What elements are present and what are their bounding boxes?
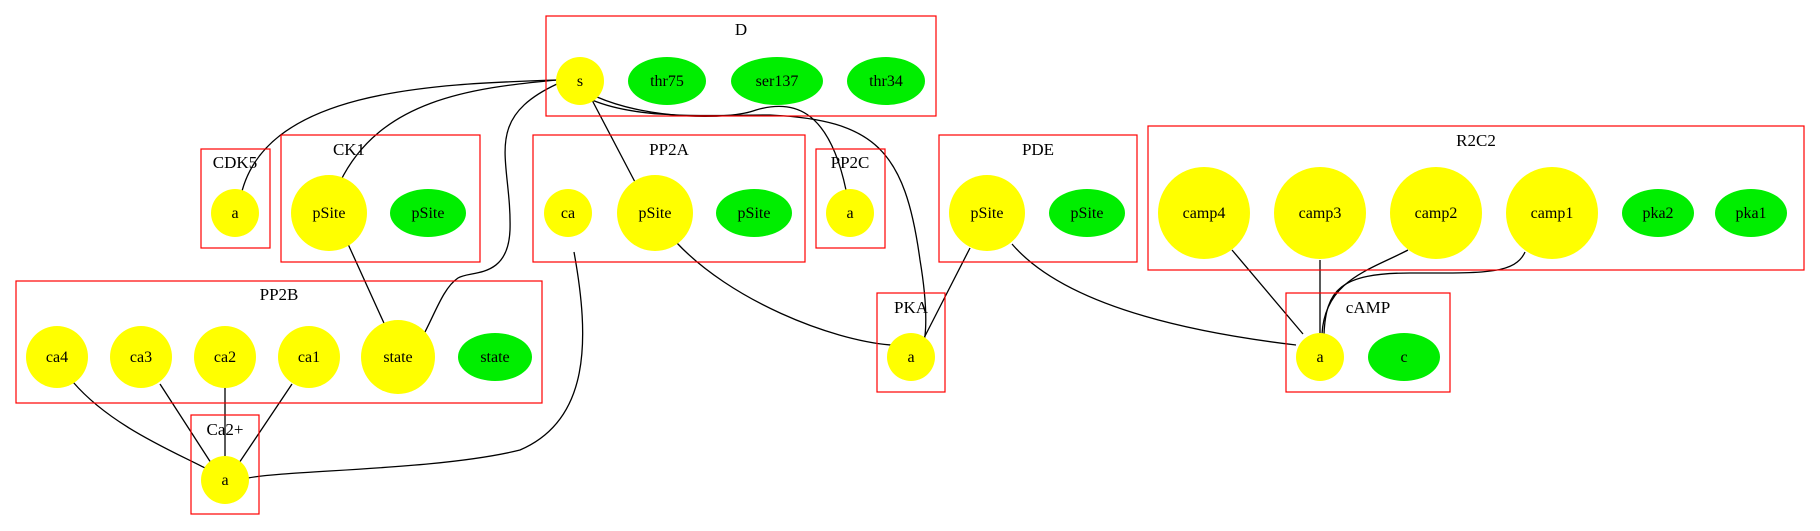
node-label: ca3 — [130, 349, 152, 366]
node-label: pSite — [412, 205, 445, 222]
node-pp2b-ca4: ca4 — [26, 326, 88, 388]
node-camp-a: a — [1296, 333, 1344, 381]
cluster-label: PDE — [1022, 140, 1054, 159]
cluster-pp2a: PP2A — [532, 134, 806, 263]
edge-s-pp2c-a — [596, 96, 847, 191]
cluster-label: PP2A — [649, 140, 689, 159]
node-r2c2-camp4: camp4 — [1158, 167, 1250, 259]
node-ck1-psite-active: pSite — [291, 175, 367, 251]
node-camp-c: c — [1368, 333, 1440, 381]
edge-s-pp2a-psite — [591, 99, 636, 183]
node-label: pSite — [738, 205, 771, 222]
cluster-label: D — [735, 20, 747, 39]
node-label: ser137 — [756, 73, 799, 90]
node-label: ca1 — [298, 349, 320, 366]
edge-ca4-ca2-a — [72, 381, 206, 469]
node-pp2b-ca1: ca1 — [278, 326, 340, 388]
cluster-pp2b: PP2B — [15, 280, 543, 404]
cluster-d: D — [545, 15, 937, 117]
node-label: ca — [561, 205, 575, 222]
edge-pde-psite-pka-a — [923, 247, 971, 339]
node-pp2b-ca2: ca2 — [194, 326, 256, 388]
node-r2c2-pka2: pka2 — [1622, 189, 1694, 237]
node-label: a — [1316, 349, 1323, 366]
node-label: a — [907, 349, 914, 366]
edge-ca3-ca2-a — [159, 383, 214, 467]
edge-camp1-camp-a — [1323, 251, 1526, 335]
edge-camp4-camp-a — [1231, 249, 1304, 335]
edge-s-ck1-psite — [339, 79, 558, 183]
node-label: pSite — [1071, 205, 1104, 222]
cluster-pka: PKA — [876, 292, 946, 393]
edge-camp2-camp-a — [1321, 249, 1409, 335]
cluster-label: PP2C — [831, 153, 870, 172]
cluster-label: PKA — [894, 298, 929, 317]
cluster-ca2: Ca2+ — [190, 414, 260, 515]
node-label: camp3 — [1299, 205, 1342, 222]
node-pp2a-ca: ca — [544, 189, 592, 237]
edge-ca1-ca2-a — [236, 383, 293, 467]
node-label: pSite — [639, 205, 672, 222]
cluster-pp2c: PP2C — [815, 148, 886, 249]
node-label: c — [1400, 349, 1407, 366]
cluster-label: CDK5 — [213, 153, 257, 172]
edges — [72, 79, 1526, 479]
node-r2c2-camp1: camp1 — [1506, 167, 1598, 259]
edge-pde-psite-camp-a — [1011, 243, 1297, 346]
node-d-thr75: thr75 — [628, 57, 706, 105]
node-pp2b-state-active: state — [361, 320, 435, 394]
edge-s-pka-a — [591, 99, 927, 349]
node-pde-psite-active: pSite — [949, 175, 1025, 251]
node-ca2-a: a — [201, 456, 249, 504]
cluster-cdk5: CDK5 — [200, 148, 271, 249]
node-label: a — [221, 472, 228, 489]
cluster-label: cAMP — [1346, 298, 1390, 317]
edge-s-cdk5-a — [239, 79, 558, 201]
node-ck1-psite-inactive: pSite — [390, 189, 466, 237]
cluster-label: CK1 — [333, 140, 365, 159]
node-label: pka1 — [1735, 205, 1766, 222]
edge-pp2a-psite-pka-a — [675, 241, 892, 346]
node-d-thr34: thr34 — [847, 57, 925, 105]
cluster-pde: PDE — [938, 134, 1138, 263]
node-pka-a: a — [887, 333, 935, 381]
node-label: camp4 — [1183, 205, 1226, 222]
edge-ck1-psite-pp2b-state — [347, 243, 389, 333]
node-label: ca4 — [46, 349, 68, 366]
node-d-ser137: ser137 — [731, 57, 823, 105]
node-label: state — [383, 349, 412, 366]
node-label: camp2 — [1415, 205, 1458, 222]
cluster-label: PP2B — [260, 285, 299, 304]
cluster-ck1: CK1 — [280, 134, 481, 263]
node-r2c2-pka1: pka1 — [1715, 189, 1787, 237]
edge-s-pp2b-state — [411, 83, 558, 356]
node-label: pka2 — [1642, 205, 1673, 222]
node-pp2c-a: a — [826, 189, 874, 237]
cluster-camp: cAMP — [1285, 292, 1451, 393]
edge-pp2a-ca-ca2-a — [247, 251, 584, 479]
node-r2c2-camp2: camp2 — [1390, 167, 1482, 259]
node-label: pSite — [971, 205, 1004, 222]
node-label: thr75 — [650, 73, 684, 90]
node-r2c2-camp3: camp3 — [1274, 167, 1366, 259]
node-label: a — [231, 205, 238, 222]
node-label: ca2 — [214, 349, 236, 366]
node-pp2b-state-inactive: state — [458, 333, 532, 381]
node-label: camp1 — [1531, 205, 1574, 222]
node-pp2a-psite-inactive: pSite — [716, 189, 792, 237]
cluster-label: R2C2 — [1456, 131, 1496, 150]
cluster-r2c2: R2C2 — [1147, 125, 1805, 271]
node-pp2a-psite-active: pSite — [617, 175, 693, 251]
node-pp2b-ca3: ca3 — [110, 326, 172, 388]
node-pde-psite-inactive: pSite — [1049, 189, 1125, 237]
node-label: state — [480, 349, 509, 366]
node-d-s: s — [556, 57, 604, 105]
cluster-label: Ca2+ — [207, 420, 244, 439]
node-label: pSite — [313, 205, 346, 222]
node-label: s — [577, 73, 583, 90]
node-cdk5-a: a — [211, 189, 259, 237]
node-label: thr34 — [869, 73, 903, 90]
node-label: a — [846, 205, 853, 222]
